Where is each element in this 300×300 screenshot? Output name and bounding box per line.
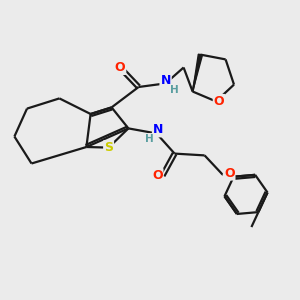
Polygon shape: [193, 54, 202, 92]
Text: H: H: [170, 85, 179, 95]
Text: N: N: [153, 123, 163, 136]
Text: O: O: [214, 95, 224, 108]
Text: O: O: [115, 61, 125, 74]
Text: O: O: [152, 169, 163, 182]
Text: O: O: [224, 167, 235, 180]
Text: N: N: [160, 74, 171, 88]
Text: S: S: [104, 141, 113, 154]
Text: H: H: [145, 134, 154, 144]
